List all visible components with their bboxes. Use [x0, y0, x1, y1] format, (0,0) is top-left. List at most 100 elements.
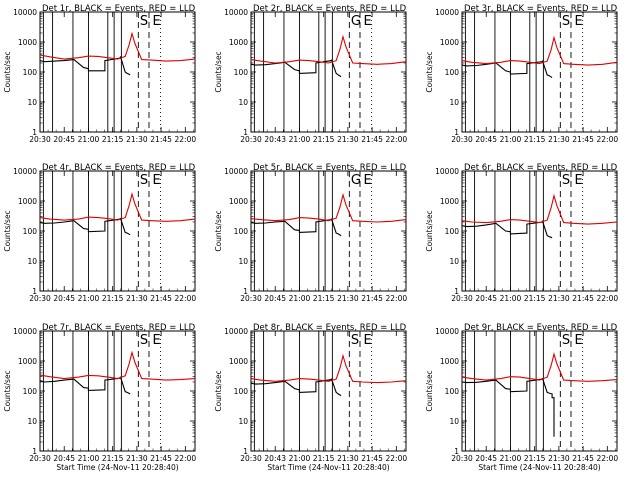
x-tick-label: 21:15 — [102, 135, 124, 144]
series-red — [461, 352, 618, 382]
x-tick-label: 22:00 — [175, 454, 197, 463]
x-tick-label: 21:45 — [150, 294, 172, 303]
marker-label: E — [574, 14, 582, 29]
y-axis-label: Counts/sec — [214, 51, 223, 92]
marker-label: E — [574, 173, 582, 188]
x-tick-label: 20:30 — [451, 294, 473, 303]
plot-frame — [39, 11, 196, 133]
y-tick-label: 1 — [243, 128, 248, 137]
series-black — [250, 378, 342, 397]
y-axis-label: Counts/sec — [425, 210, 434, 251]
x-tick-label: 21:30 — [126, 454, 148, 463]
series-black — [250, 218, 342, 237]
y-tick-label: 1 — [32, 447, 37, 456]
marker-label: S — [140, 173, 148, 188]
y-tick-label: 10000 — [435, 327, 459, 336]
panel-det-1: Det 1r, BLACK = Events, RED = LLD Counts/… — [3, 4, 196, 144]
panel-det-2: Det 2r, BLACK = Events, RED = LLD Counts/… — [214, 4, 407, 144]
y-tick-label: 1000 — [18, 197, 37, 206]
panel-det-5: Det 5r, BLACK = Events, RED = LLD Counts/… — [214, 163, 407, 303]
plot-frame — [250, 170, 407, 292]
panel-title: Det 1r, BLACK = Events, RED = LLD — [42, 4, 196, 14]
y-tick-label: 10000 — [435, 8, 459, 17]
panel-title: Det 7r, BLACK = Events, RED = LLD — [42, 323, 196, 333]
x-tick-label: 21:15 — [313, 294, 335, 303]
marker-label: S — [562, 173, 570, 188]
y-tick-label: 10000 — [224, 327, 248, 336]
marker-label: E — [363, 333, 371, 348]
series-black — [461, 220, 553, 239]
y-tick-label: 1 — [454, 128, 459, 137]
series-red — [250, 192, 407, 223]
y-tick-label: 1000 — [440, 197, 459, 206]
x-tick-label: 21:30 — [126, 135, 148, 144]
y-axis-label: Counts/sec — [425, 370, 434, 411]
panel-title: Det 4r, BLACK = Events, RED = LLD — [42, 163, 196, 173]
series-black — [461, 60, 553, 79]
panel-title: Det 9r, BLACK = Events, RED = LLD — [464, 323, 618, 333]
series-red — [461, 35, 618, 66]
marker-label: E — [152, 333, 160, 348]
panel-title: Det 8r, BLACK = Events, RED = LLD — [253, 323, 407, 333]
marker-label: E — [152, 14, 160, 29]
y-tick-label: 10 — [27, 257, 37, 266]
x-tick-label: 20:45 — [475, 454, 497, 463]
x-tick-label: 22:00 — [386, 135, 408, 144]
x-tick-label: 21:30 — [548, 135, 570, 144]
y-tick-label: 10 — [238, 98, 248, 107]
x-tick-label: 21:45 — [572, 135, 594, 144]
x-tick-label: 21:00 — [78, 294, 100, 303]
panel-title: Det 6r, BLACK = Events, RED = LLD — [464, 163, 618, 173]
x-tick-label: 21:15 — [524, 294, 546, 303]
x-tick-label: 22:00 — [386, 294, 408, 303]
x-axis-label: Start Time (24-Nov-11 20:28:40) — [56, 463, 178, 472]
plot-frame — [39, 330, 196, 452]
x-tick-label: 21:30 — [337, 135, 359, 144]
x-tick-label: 21:45 — [150, 454, 172, 463]
x-tick-label: 21:00 — [289, 454, 311, 463]
y-tick-label: 10000 — [13, 8, 37, 17]
x-tick-label: 22:00 — [175, 135, 197, 144]
y-axis-label: Counts/sec — [3, 51, 12, 92]
y-tick-label: 10000 — [224, 8, 248, 17]
x-tick-label: 22:00 — [386, 454, 408, 463]
y-tick-label: 100 — [234, 227, 249, 236]
x-tick-label: 21:00 — [78, 454, 100, 463]
x-tick-label: 21:00 — [500, 135, 522, 144]
x-tick-label: 21:15 — [102, 454, 124, 463]
panel-det-7: Det 7r, BLACK = Events, RED = LLD Counts/… — [3, 323, 196, 472]
x-tick-label: 20:30 — [451, 135, 473, 144]
x-tick-label: 21:45 — [150, 135, 172, 144]
series-red — [39, 31, 196, 62]
x-tick-label: 21:15 — [524, 454, 546, 463]
x-tick-label: 22:00 — [597, 454, 619, 463]
panel-det-9: Det 9r, BLACK = Events, RED = LLD Counts/… — [425, 323, 618, 472]
x-tick-label: 21:30 — [337, 454, 359, 463]
y-tick-label: 10000 — [13, 327, 37, 336]
y-tick-label: 100 — [234, 68, 249, 77]
y-tick-label: 10 — [238, 417, 248, 426]
x-axis-label: Start Time (24-Nov-11 20:28:40) — [478, 463, 600, 472]
x-tick-label: 21:30 — [126, 294, 148, 303]
marker-label: S — [351, 333, 359, 348]
y-tick-label: 100 — [23, 387, 38, 396]
x-tick-label: 21:30 — [548, 294, 570, 303]
x-tick-label: 21:00 — [78, 135, 100, 144]
marker-label: E — [574, 333, 582, 348]
marker-label: E — [363, 14, 371, 29]
x-tick-label: 20:43 — [264, 454, 286, 463]
marker-label: G — [351, 173, 361, 188]
y-tick-label: 10 — [449, 257, 459, 266]
series-red — [39, 192, 196, 222]
marker-label: S — [140, 333, 148, 348]
panel-det-6: Det 6r, BLACK = Events, RED = LLD Counts/… — [425, 163, 618, 303]
x-tick-label: 21:00 — [500, 294, 522, 303]
y-tick-label: 100 — [234, 387, 249, 396]
y-tick-label: 100 — [23, 68, 38, 77]
x-tick-label: 20:45 — [475, 135, 497, 144]
y-tick-label: 1 — [243, 287, 248, 296]
x-tick-label: 21:15 — [313, 454, 335, 463]
y-tick-label: 1 — [32, 287, 37, 296]
x-tick-label: 20:30 — [240, 294, 262, 303]
y-tick-label: 1000 — [229, 197, 248, 206]
